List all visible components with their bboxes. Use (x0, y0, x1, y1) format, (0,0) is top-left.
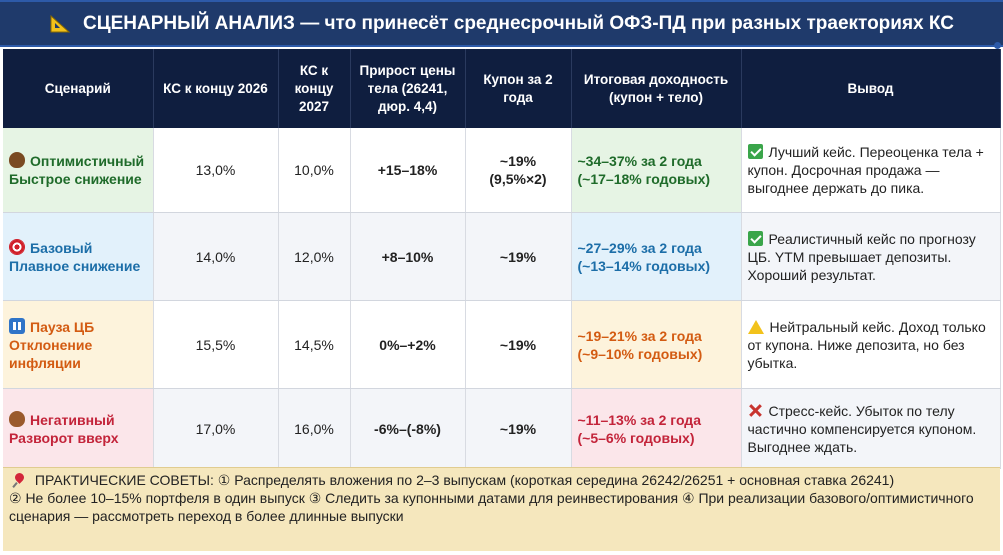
ks-2027-cell: 10,0% (278, 128, 351, 213)
resize-handle[interactable] (994, 42, 1001, 49)
scenario-cell: Оптимистичный Быстрое снижение (3, 128, 154, 213)
conclusion-text: Реалистичный кейс по прогнозу ЦБ. YTM пр… (747, 230, 976, 283)
target-icon (9, 238, 25, 255)
price-growth-cell: -6%–(-8%) (350, 388, 466, 469)
conclusion-cell: Стресс-кейс. Убыток по телу частично ком… (741, 388, 1001, 469)
page-title-bar: СЦЕНАРНЫЙ АНАЛИЗ — что принесёт среднеср… (0, 0, 1003, 47)
scenario-subtitle: Плавное снижение (9, 257, 141, 274)
scenario-cell: Пауза ЦБ Отклонение инфляции (3, 300, 154, 389)
table-row: Негативный Разворот вверх 17,0% 16,0% -6… (3, 388, 1001, 469)
conclusion-cell: Лучший кейс. Переоценка тела + купон. До… (741, 128, 1001, 213)
tips-label: ПРАКТИЧЕСКИЕ СОВЕТЫ: (34, 472, 214, 488)
bull-icon (9, 152, 25, 168)
conclusion-text: Стресс-кейс. Убыток по телу частично ком… (747, 402, 977, 455)
yield-annual: (~13–14% годовых) (577, 257, 711, 274)
scenario-name: Базовый (30, 239, 93, 256)
scenario-cell: Базовый Плавное снижение (3, 212, 154, 301)
triangle-ruler-icon (49, 14, 71, 34)
check-icon (747, 230, 763, 246)
tips-text-2: ② Не более 10–15% портфеля в один выпуск… (9, 490, 974, 524)
tips-text-1: ① Распределять вложения по 2–3 выпускам … (217, 472, 895, 488)
header-total-yield: Итоговая доходность (купон + тело) (571, 49, 742, 128)
price-growth-cell: +8–10% (350, 212, 466, 301)
table-row: Пауза ЦБ Отклонение инфляции 15,5% 14,5%… (3, 300, 1001, 389)
conclusion-cell: Реалистичный кейс по прогнозу ЦБ. YTM пр… (741, 212, 1001, 301)
ks-2027-cell: 16,0% (278, 388, 351, 469)
coupon-cell: ~19% (465, 212, 572, 301)
total-yield-cell: ~19–21% за 2 года (~9–10% годовых) (571, 300, 742, 389)
total-yield-cell: ~27–29% за 2 года (~13–14% годовых) (571, 212, 742, 301)
table-row: Оптимистичный Быстрое снижение 13,0% 10,… (3, 128, 1001, 213)
header-price-growth: Прирост цены тела (26241, дюр. 4,4) (350, 49, 466, 128)
total-yield-cell: ~34–37% за 2 года (~17–18% годовых) (571, 128, 742, 213)
table-header-row: Сценарий КС к концу 2026 КС к концу 2027… (3, 49, 1001, 128)
header-ks-2027: КС к концу 2027 (278, 49, 351, 128)
scenario-cell: Негативный Разворот вверх (3, 388, 154, 469)
conclusion-text: Лучший кейс. Переоценка тела + купон. До… (747, 144, 984, 196)
coupon-cell: ~19% (465, 388, 572, 469)
scenario-name: Пауза ЦБ (30, 318, 95, 335)
ks-2026-cell: 15,5% (153, 300, 279, 389)
conclusion-text: Нейтральный кейс. Доход только от купона… (747, 318, 986, 371)
page-title: СЦЕНАРНЫЙ АНАЛИЗ — что принесёт среднеср… (83, 12, 954, 34)
header-ks-2026: КС к концу 2026 (153, 49, 279, 128)
header-scenario: Сценарий (3, 49, 154, 128)
coupon-cell: ~19% (465, 300, 572, 389)
price-growth-cell: +15–18% (350, 128, 466, 213)
yield-two-years: ~19–21% за 2 года (577, 327, 702, 344)
scenario-name: Оптимистичный (30, 153, 145, 169)
yield-annual: (~9–10% годовых) (577, 345, 703, 362)
yield-two-years: ~27–29% за 2 года (577, 239, 702, 256)
yield-two-years: ~34–37% за 2 года (577, 153, 702, 169)
yield-annual: (~5–6% годовых) (577, 429, 695, 446)
practical-tips: ПРАКТИЧЕСКИЕ СОВЕТЫ: ① Распределять влож… (3, 467, 1000, 551)
bear-icon (9, 410, 25, 427)
pushpin-icon (13, 473, 27, 487)
ks-2027-cell: 12,0% (278, 212, 351, 301)
total-yield-cell: ~11–13% за 2 года (~5–6% годовых) (571, 388, 742, 469)
coupon-cell: ~19% (9,5%×2) (465, 128, 572, 213)
cross-icon (748, 403, 763, 418)
ks-2027-cell: 14,5% (278, 300, 351, 389)
yield-annual: (~17–18% годовых) (577, 171, 711, 187)
header-coupon: Купон за 2 года (465, 49, 572, 128)
coupon-value: ~19% (9,5%×2) (489, 153, 547, 187)
scenario-subtitle: Быстрое снижение (9, 171, 142, 187)
scenario-name: Негативный (30, 411, 115, 428)
ks-2026-cell: 17,0% (153, 388, 279, 469)
header-conclusion: Вывод (741, 49, 1001, 128)
scenario-subtitle: Разворот вверх (9, 429, 119, 446)
ks-2026-cell: 13,0% (153, 128, 279, 213)
pause-icon (9, 317, 25, 334)
ks-2026-cell: 14,0% (153, 212, 279, 301)
yield-two-years: ~11–13% за 2 года (577, 411, 701, 428)
scenario-subtitle: Отклонение инфляции (9, 336, 93, 371)
conclusion-cell: Нейтральный кейс. Доход только от купона… (741, 300, 1001, 389)
check-icon (747, 144, 763, 159)
warning-icon (747, 319, 764, 334)
table-row: Базовый Плавное снижение 14,0% 12,0% +8–… (3, 212, 1001, 301)
price-growth-cell: 0%–+2% (350, 300, 466, 389)
scenario-table: Сценарий КС к концу 2026 КС к концу 2027… (3, 49, 1001, 469)
